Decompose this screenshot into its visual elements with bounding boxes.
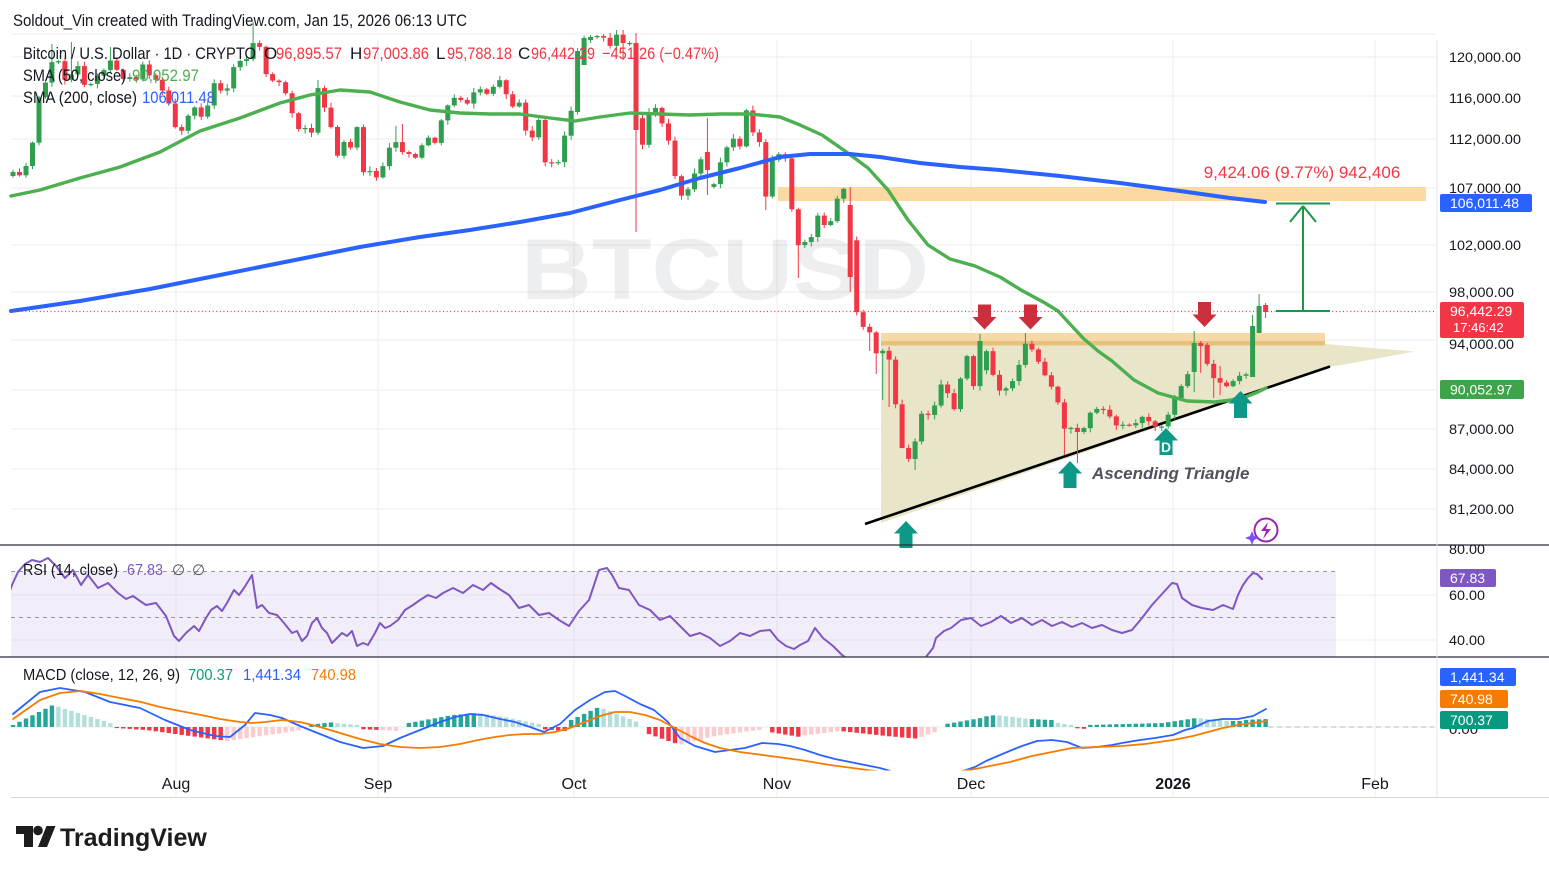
svg-text:RSI (14, close): RSI (14, close) — [23, 562, 118, 579]
svg-text:112,000.00: 112,000.00 — [1449, 131, 1521, 147]
svg-text:O: O — [264, 44, 277, 63]
svg-text:∅: ∅ — [172, 562, 185, 579]
svg-text:98,000.00: 98,000.00 — [1449, 284, 1514, 300]
svg-text:740.98: 740.98 — [1450, 691, 1493, 707]
svg-text:96,895.57: 96,895.57 — [276, 44, 342, 63]
svg-text:2026: 2026 — [1155, 776, 1191, 793]
svg-text:MACD (close, 12, 26, 9): MACD (close, 12, 26, 9) — [23, 667, 180, 684]
svg-text:Nov: Nov — [763, 776, 791, 793]
svg-text:Aug: Aug — [162, 776, 190, 793]
svg-text:SMA (200, close): SMA (200, close) — [23, 88, 137, 107]
svg-text:84,000.00: 84,000.00 — [1449, 461, 1514, 477]
svg-text:1,441.34: 1,441.34 — [243, 667, 301, 684]
svg-text:90,052.97: 90,052.97 — [1450, 382, 1512, 398]
svg-text:116,000.00: 116,000.00 — [1449, 90, 1521, 106]
svg-text:Dec: Dec — [957, 776, 985, 793]
svg-text:67.83: 67.83 — [127, 562, 163, 579]
svg-text:96,442.29: 96,442.29 — [531, 44, 595, 63]
svg-text:67.83: 67.83 — [1450, 570, 1485, 586]
svg-text:40.00: 40.00 — [1449, 632, 1485, 648]
svg-text:60.00: 60.00 — [1449, 587, 1485, 603]
svg-text:Bitcoin / U.S. Dollar · 1D · C: Bitcoin / U.S. Dollar · 1D · CRYPTO — [23, 44, 256, 63]
svg-text:∅: ∅ — [192, 562, 205, 579]
svg-text:H: H — [350, 44, 362, 63]
svg-text:87,000.00: 87,000.00 — [1449, 421, 1514, 437]
svg-text:Sep: Sep — [364, 776, 393, 793]
svg-text:−451.26 (−0.47%): −451.26 (−0.47%) — [602, 44, 719, 63]
svg-text:Ascending Triangle: Ascending Triangle — [1091, 464, 1249, 483]
svg-text:17:46:42: 17:46:42 — [1453, 320, 1504, 335]
svg-text:96,442.29: 96,442.29 — [1450, 303, 1512, 319]
svg-text:1,441.34: 1,441.34 — [1450, 669, 1505, 685]
svg-text:700.37: 700.37 — [188, 667, 233, 684]
svg-text:740.98: 740.98 — [311, 667, 356, 684]
svg-text:9,424.06 (9.77%) 942,406: 9,424.06 (9.77%) 942,406 — [1204, 163, 1401, 182]
svg-text:90,052.97: 90,052.97 — [132, 66, 199, 85]
svg-text:Feb: Feb — [1361, 776, 1389, 793]
svg-text:Oct: Oct — [562, 776, 587, 793]
svg-text:94,000.00: 94,000.00 — [1449, 336, 1514, 352]
svg-text:D: D — [1161, 439, 1171, 455]
svg-text:81,200.00: 81,200.00 — [1449, 501, 1514, 517]
svg-text:C: C — [518, 44, 530, 63]
svg-text:Soldout_Vin created with Tradi: Soldout_Vin created with TradingView.com… — [13, 11, 467, 30]
svg-text:102,000.00: 102,000.00 — [1449, 237, 1521, 253]
svg-text:BTCUSD: BTCUSD — [521, 222, 929, 318]
svg-text:97,003.86: 97,003.86 — [363, 44, 429, 63]
svg-text:106,011.48: 106,011.48 — [142, 88, 215, 107]
svg-text:80.00: 80.00 — [1449, 541, 1485, 557]
svg-text:107,000.00: 107,000.00 — [1449, 180, 1521, 196]
svg-text:106,011.48: 106,011.48 — [1450, 195, 1519, 211]
svg-text:TradingView: TradingView — [60, 824, 207, 852]
svg-text:L: L — [436, 44, 445, 63]
svg-text:120,000.00: 120,000.00 — [1449, 49, 1521, 65]
svg-text:700.37: 700.37 — [1450, 712, 1493, 728]
svg-text:SMA (50, close): SMA (50, close) — [23, 66, 126, 85]
svg-text:95,788.18: 95,788.18 — [447, 44, 512, 63]
